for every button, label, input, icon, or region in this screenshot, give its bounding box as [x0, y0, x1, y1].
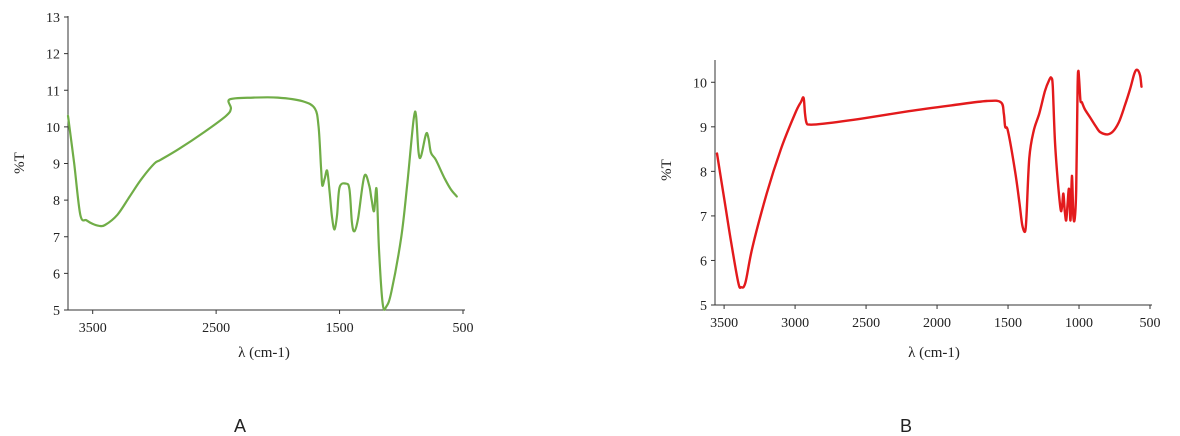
chart-a-x-tick-label: 1500	[326, 321, 354, 336]
chart-a-x-tick-label: 2500	[202, 321, 230, 336]
chart-a-panel-label: A	[234, 416, 246, 436]
chart-a-y-tick-label: 8	[53, 194, 60, 209]
chart-a-x-axis-label: λ (cm-1)	[238, 345, 290, 361]
chart-a-y-tick-label: 13	[46, 11, 60, 26]
chart-b-series-line	[715, 68, 1143, 289]
chart-a-x-tick-label: 3500	[79, 321, 107, 336]
chart-b-y-axis-label: %T	[659, 159, 675, 181]
chart-b-x-tick-label: 1000	[1065, 316, 1093, 331]
chart-a-x-tick-label: 500	[453, 321, 474, 336]
chart-a-y-tick-label: 6	[53, 267, 60, 282]
chart-b-y-tick-label: 6	[700, 254, 707, 269]
chart-b-x-tick-label: 3500	[710, 316, 738, 331]
chart-panel-a: 5 6 7 8 9 10 11 12 13 3500 2500 1500 500 λ (cm-1) %…	[12, 11, 474, 436]
chart-a-series-line	[66, 96, 458, 311]
chart-b-x-tick-label: 500	[1140, 316, 1161, 331]
chart-b-x-tick-label: 2000	[923, 316, 951, 331]
chart-a-y-tick-label: 7	[53, 231, 60, 246]
chart-b-y-tick-label: 9	[700, 121, 707, 136]
chart-a-y-axis-label: %T	[12, 152, 28, 174]
chart-b-y-tick-label: 8	[700, 165, 707, 180]
chart-a-y-tick-label: 11	[47, 84, 60, 99]
chart-b-y-tick-label: 5	[700, 299, 707, 314]
chart-b-x-tick-label: 2500	[852, 316, 880, 331]
chart-panel-b: 5 6 7 8 9 10 3500 3000 2500 2000 1500 1000 500 λ (c…	[659, 60, 1161, 436]
chart-a-y-tick-label: 5	[53, 304, 60, 319]
chart-b-x-tick-label: 3000	[781, 316, 809, 331]
chart-b-panel-label: B	[900, 416, 912, 436]
chart-a-y-tick-label: 10	[46, 121, 60, 136]
chart-b-x-tick-label: 1500	[994, 316, 1022, 331]
chart-a-y-tick-label: 12	[46, 48, 60, 63]
chart-b-x-axis-label: λ (cm-1)	[908, 345, 960, 361]
chart-a-y-tick-label: 9	[53, 158, 60, 173]
chart-b-y-tick-label: 10	[693, 76, 707, 91]
chart-b-y-tick-label: 7	[700, 210, 707, 225]
